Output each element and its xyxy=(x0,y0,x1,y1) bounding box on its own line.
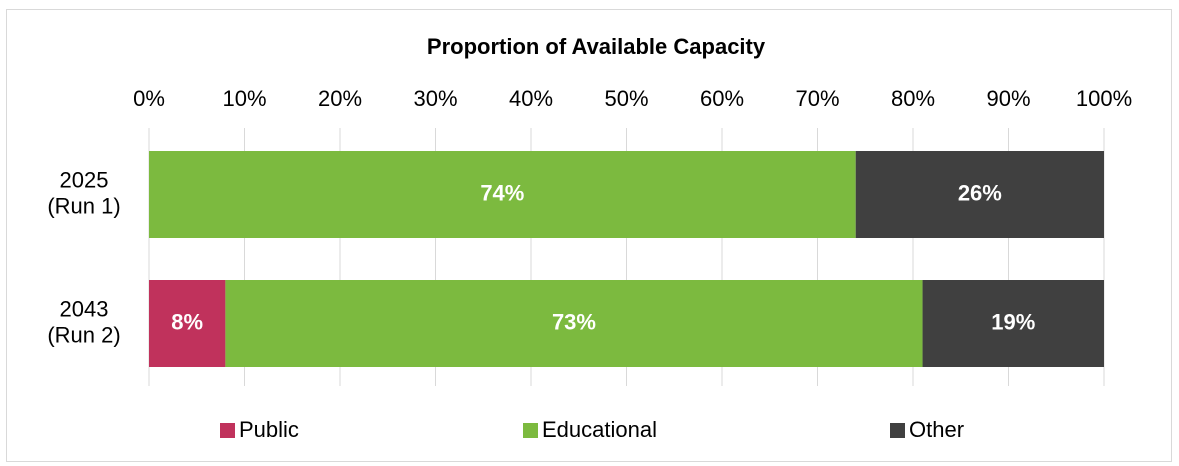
x-tick-label: 90% xyxy=(986,86,1030,111)
x-tick-label: 60% xyxy=(700,86,744,111)
legend-label: Other xyxy=(909,417,964,442)
data-label: 74% xyxy=(480,180,524,205)
data-label: 26% xyxy=(958,180,1002,205)
x-tick-label: 10% xyxy=(222,86,266,111)
legend-marker xyxy=(523,423,538,438)
legend-marker xyxy=(220,423,235,438)
bar-segment xyxy=(922,280,1104,367)
x-tick-label: 20% xyxy=(318,86,362,111)
data-label: 19% xyxy=(991,309,1035,334)
bar-segment xyxy=(149,151,856,238)
legend-label: Public xyxy=(239,417,299,442)
bar-segment xyxy=(855,151,1104,238)
x-tick-label: 100% xyxy=(1076,86,1132,111)
x-tick-label: 30% xyxy=(413,86,457,111)
data-label: 73% xyxy=(552,309,596,334)
legend-label: Educational xyxy=(542,417,657,442)
chart-title: Proportion of Available Capacity xyxy=(427,34,766,59)
x-tick-label: 70% xyxy=(795,86,839,111)
data-label: 8% xyxy=(171,309,203,334)
x-tick-label: 80% xyxy=(891,86,935,111)
x-tick-label: 50% xyxy=(604,86,648,111)
x-tick-label: 40% xyxy=(509,86,553,111)
x-tick-label: 0% xyxy=(133,86,165,111)
bar-segment xyxy=(149,280,226,367)
y-tick-label: 2043 (Run 2) xyxy=(47,296,120,347)
legend-marker xyxy=(890,423,905,438)
y-tick-label: 2025 (Run 1) xyxy=(47,167,120,218)
bar-segment xyxy=(225,280,923,367)
